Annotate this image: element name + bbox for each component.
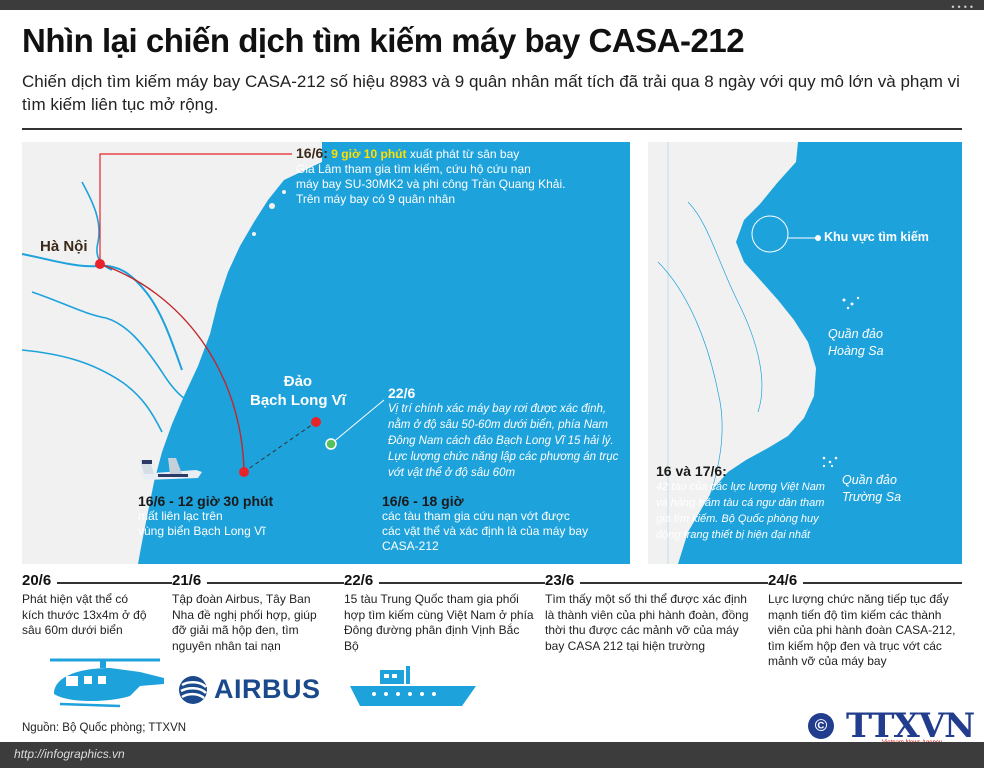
- ttxvn-logo: © TTXVN Vietnam News Agency: [808, 706, 975, 746]
- river: [22, 349, 163, 433]
- island-marker: [311, 417, 321, 427]
- header-divider: [22, 128, 962, 130]
- dashed-connector: [243, 421, 317, 473]
- hoang-sa-dots: [842, 296, 860, 310]
- island-label: Đảo Bạch Long Vĩ: [250, 373, 346, 409]
- event-1606-depart: 16/6: 9 giờ 10 phút xuất phát từ sân bay…: [296, 145, 566, 207]
- truong-sa-dots: [822, 456, 838, 468]
- page-subtitle: Chiến dịch tìm kiếm máy bay CASA-212 số …: [22, 72, 960, 114]
- vietnam-map-graphic: [648, 142, 860, 564]
- hanoi-label: Hà Nội: [40, 238, 88, 255]
- footer-bar: http://infographics.vn: [0, 742, 984, 768]
- hanoi-marker: [95, 259, 105, 269]
- event-1617: 16 và 17/6: 42 tàu của các lực lượng Việ…: [656, 463, 825, 542]
- dashed-connector: [330, 399, 385, 445]
- event-lost-contact: 16/6 - 12 giờ 30 phút mất liên lạc trên …: [138, 493, 274, 539]
- flight-path: [99, 263, 245, 473]
- vietnam-map: Khu vực tìm kiếm Quần đảo Hoàng Sa Quần …: [648, 142, 962, 564]
- search-area-circle: [751, 215, 789, 253]
- helicopter-icon: [50, 658, 164, 708]
- event-2206: 22/6 Vị trí chính xác máy bay rơi được x…: [388, 385, 619, 480]
- timeline-line: [22, 582, 962, 584]
- hanoi-leader-line: [99, 153, 292, 264]
- hoang-sa-label: Quần đảo Hoàng Sa: [828, 327, 884, 358]
- gulf-map: Hà Nội Đảo Bạch Long Vĩ 16/6: 9 giờ 10 p…: [22, 142, 630, 564]
- found-marker: [325, 438, 337, 450]
- river: [31, 291, 191, 403]
- top-bar: ••••: [0, 0, 984, 12]
- source-note: Nguồn: Bộ Quốc phòng; TTXVN: [22, 722, 187, 734]
- ship-icon: [350, 666, 476, 706]
- search-area-label: Khu vực tìm kiếm: [824, 230, 929, 244]
- airbus-logo: AIRBUS: [178, 674, 321, 705]
- river: [22, 253, 183, 371]
- airbus-emblem-icon: [179, 675, 207, 704]
- decor-dots: ••••: [951, 2, 976, 12]
- agency-name: TTXVN Vietnam News Agency: [846, 706, 975, 746]
- page-title: Nhìn lại chiến dịch tìm kiếm máy bay CAS…: [22, 22, 745, 59]
- truong-sa-label: Quần đảo Trường Sa: [842, 473, 902, 504]
- source-url[interactable]: http://infographics.vn: [14, 747, 125, 761]
- copyright-icon: ©: [808, 713, 834, 739]
- plane-icon: [140, 458, 202, 480]
- timeline: 20/6 Phát hiện vật thể có kích thước 13x…: [0, 572, 984, 712]
- event-1606-18h: 16/6 - 18 giờ các tàu tham gia cứu nạn v…: [382, 493, 589, 554]
- crash-marker: [239, 467, 249, 477]
- gulf-map-graphic: [22, 142, 385, 564]
- vietnam-land: [648, 142, 816, 564]
